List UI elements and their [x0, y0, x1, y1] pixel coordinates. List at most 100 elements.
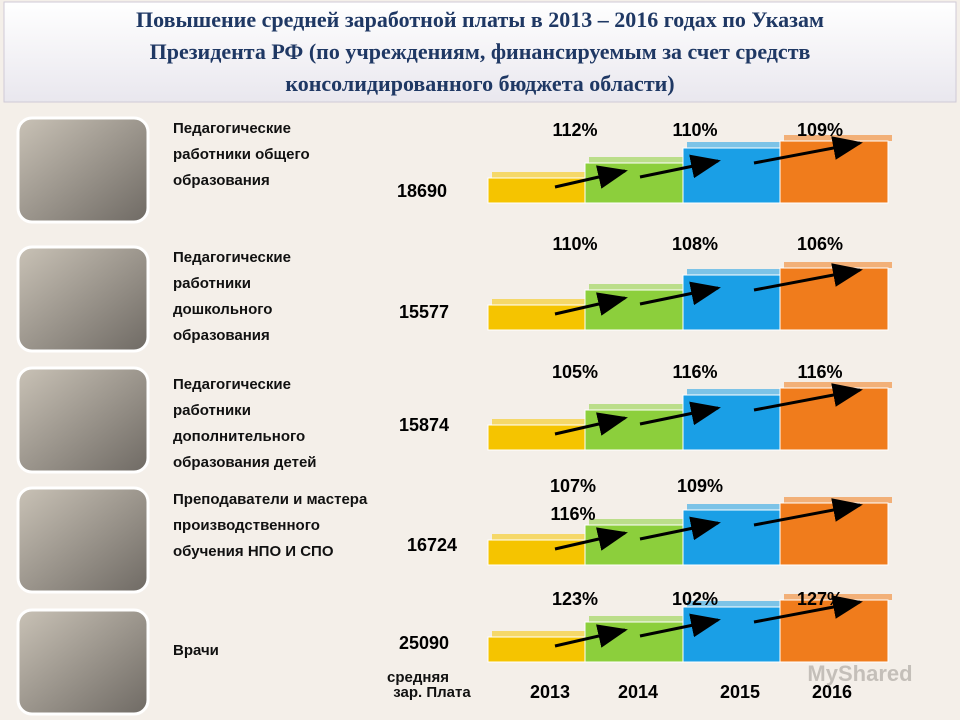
- caption: средняя: [387, 669, 449, 686]
- row-label: Педагогические: [173, 120, 291, 137]
- photo: [16, 486, 150, 594]
- arrow: [554, 292, 628, 316]
- step-top: [687, 601, 784, 607]
- row-label: образования: [173, 327, 270, 344]
- arrow: [753, 263, 863, 292]
- step-top: [492, 534, 589, 540]
- step: [487, 177, 586, 204]
- step: [487, 304, 586, 331]
- step-top: [784, 262, 892, 268]
- year: 2014: [618, 682, 658, 702]
- step: [584, 289, 684, 331]
- step-top: [492, 631, 589, 637]
- step-top: [687, 142, 784, 148]
- step-top: [492, 172, 589, 178]
- step: [487, 636, 586, 663]
- arrow: [639, 613, 721, 638]
- base-salary: 15577: [399, 302, 449, 322]
- step: [779, 140, 889, 204]
- growth-pct: 105%: [552, 362, 598, 382]
- growth-pct: 116%: [797, 362, 842, 382]
- row-label: Педагогические: [173, 249, 291, 266]
- title-box: [3, 1, 957, 103]
- base-salary: 15874: [399, 415, 449, 435]
- growth-pct: 107%: [550, 476, 596, 496]
- arrow: [639, 516, 721, 541]
- step: [682, 606, 781, 663]
- growth-pct: 108%: [672, 234, 718, 254]
- year: 2016: [812, 682, 852, 702]
- photo: [16, 245, 150, 353]
- step-top: [784, 382, 892, 388]
- rows: Педагогические работники общего образовани…: [16, 116, 892, 716]
- year: 2015: [720, 682, 760, 702]
- growth-pct: 112%: [552, 120, 597, 140]
- row-label: обучения НПО И СПО: [173, 543, 334, 560]
- growth-pct: 123%: [552, 589, 598, 609]
- step: [487, 539, 586, 566]
- photo: [16, 116, 150, 224]
- row-label: образования детей: [173, 454, 317, 471]
- growth-pct: 127%: [797, 589, 843, 609]
- row-label: дошкольного: [173, 301, 272, 318]
- arrow: [639, 154, 721, 179]
- growth-pct: 109%: [797, 120, 843, 140]
- step: [779, 502, 889, 566]
- arrow: [554, 165, 628, 189]
- step-top: [687, 389, 784, 395]
- step-top: [687, 504, 784, 510]
- step-top: [589, 519, 687, 525]
- step: [682, 274, 781, 331]
- arrow: [639, 281, 721, 306]
- arrow: [753, 383, 863, 412]
- row-label: Преподаватели и мастера: [173, 491, 368, 508]
- growth-pct: 110%: [672, 120, 717, 140]
- row-label: образования: [173, 172, 270, 189]
- arrow: [554, 412, 628, 436]
- title-line: Повышение средней заработной платы в 201…: [136, 7, 824, 32]
- base-salary: 16724: [407, 535, 457, 555]
- step: [682, 394, 781, 451]
- row-label: дополнительного: [173, 428, 305, 445]
- growth-pct: 116%: [550, 504, 595, 524]
- arrow: [753, 498, 863, 527]
- step: [779, 267, 889, 331]
- step-top: [589, 157, 687, 163]
- photo: [16, 608, 150, 716]
- row-label: работники: [173, 402, 251, 419]
- growth-pct: 106%: [797, 234, 843, 254]
- step: [682, 147, 781, 204]
- step-top: [589, 284, 687, 290]
- row-label: Врачи: [173, 642, 219, 659]
- row-label: работники: [173, 275, 251, 292]
- step-top: [687, 269, 784, 275]
- growth-pct: 109%: [677, 476, 723, 496]
- arrow: [554, 624, 628, 648]
- step-top: [589, 616, 687, 622]
- arrow: [753, 595, 863, 624]
- row-label: работники общего: [173, 146, 310, 163]
- row-label: производственного: [173, 517, 320, 534]
- step-top: [784, 497, 892, 503]
- arrow: [639, 401, 721, 426]
- arrow: [753, 136, 863, 165]
- step: [584, 621, 684, 663]
- step: [584, 162, 684, 204]
- growth-pct: 116%: [672, 362, 717, 382]
- step: [682, 509, 781, 566]
- title-line: Президента РФ (по учреждениям, финансиру…: [150, 39, 811, 64]
- step: [779, 387, 889, 451]
- caption: зар. Плата: [393, 684, 471, 701]
- watermark: MyShared: [807, 661, 912, 686]
- row-label: Педагогические: [173, 376, 291, 393]
- year: 2013: [530, 682, 570, 702]
- title-line: консолидированного бюджета области): [285, 71, 674, 96]
- step: [584, 409, 684, 451]
- step: [584, 524, 684, 566]
- base-salary: 25090: [399, 633, 449, 653]
- growth-pct: 110%: [552, 234, 597, 254]
- photo: [16, 366, 150, 474]
- step: [487, 424, 586, 451]
- step-top: [589, 404, 687, 410]
